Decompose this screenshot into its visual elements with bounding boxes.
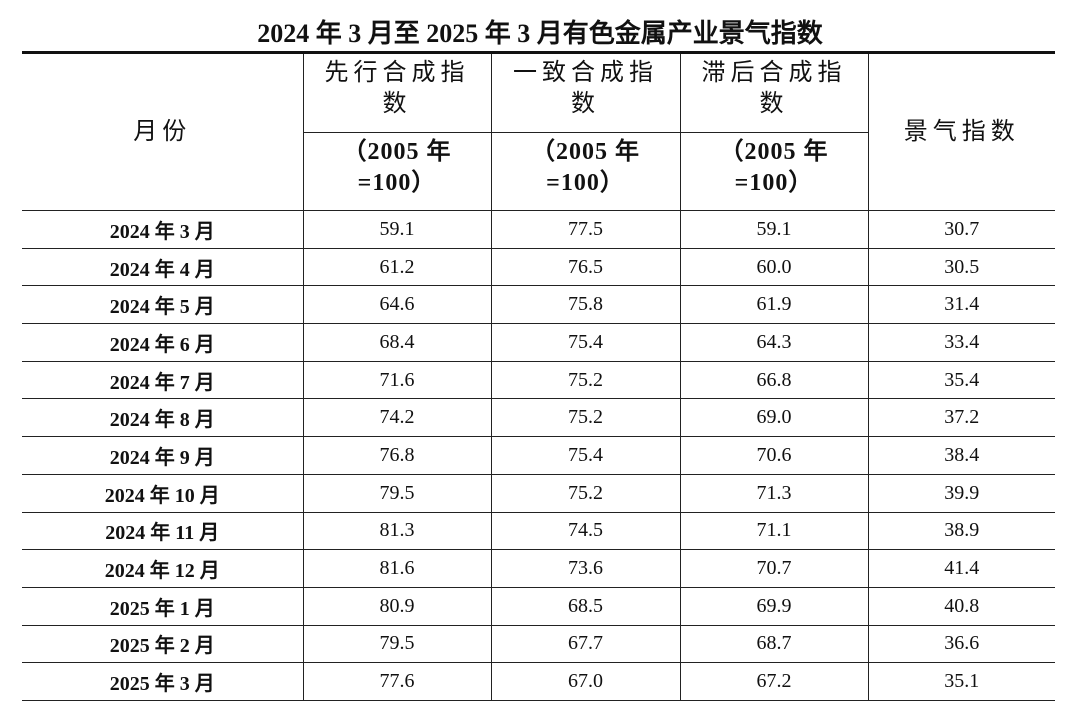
value-cell: 71.6	[302, 360, 492, 400]
table-row: 2025 年 3 月 77.6 67.0 67.2 35.1	[22, 662, 1055, 701]
value-cell: 73.6	[490, 549, 681, 588]
value-cell: 61.9	[679, 285, 869, 325]
value-cell: 81.3	[302, 511, 492, 551]
value-cell: 74.5	[490, 511, 681, 551]
month-cell: 2025 年 2 月	[22, 624, 304, 664]
value-cell: 59.1	[302, 210, 492, 249]
month-cell: 2025 年 3 月	[22, 662, 304, 701]
header-cell: 景气指数	[867, 51, 1055, 211]
value-cell: 75.2	[490, 398, 681, 438]
month-cell: 2024 年 7 月	[22, 360, 304, 400]
value-cell: 81.6	[302, 549, 492, 588]
header-cell: 一致合成指数	[490, 51, 681, 133]
month-cell: 2024 年 4 月	[22, 247, 304, 287]
table-row: 2025 年 2 月 79.5 67.7 68.7 36.6	[22, 624, 1055, 664]
table-row: 2024 年 4 月 61.2 76.5 60.0 30.5	[22, 247, 1055, 287]
value-cell: 74.2	[302, 398, 492, 438]
value-cell: 38.4	[867, 436, 1055, 475]
value-cell: 64.6	[302, 285, 492, 325]
header-cell: （2005 年=100）	[490, 132, 681, 211]
value-cell: 67.2	[679, 662, 869, 701]
value-cell: 35.1	[867, 662, 1055, 701]
month-cell: 2024 年 9 月	[22, 436, 304, 475]
value-cell: 75.4	[490, 323, 681, 362]
value-cell: 68.4	[302, 323, 492, 362]
value-cell: 79.5	[302, 473, 492, 513]
value-cell: 77.6	[302, 662, 492, 701]
header-cell: （2005 年=100）	[303, 132, 492, 211]
value-cell: 76.8	[302, 436, 492, 475]
month-cell: 2024 年 6 月	[22, 323, 304, 362]
value-cell: 69.0	[679, 398, 869, 438]
value-cell: 60.0	[679, 247, 869, 287]
value-cell: 75.4	[490, 436, 681, 475]
value-cell: 79.5	[302, 624, 492, 664]
header-cell: （2005 年=100）	[679, 132, 868, 211]
value-cell: 76.5	[490, 247, 681, 287]
value-cell: 69.9	[679, 586, 869, 626]
month-cell: 2024 年 11 月	[22, 511, 304, 551]
header-cell: 月份	[22, 51, 304, 211]
month-cell: 2024 年 12 月	[22, 549, 304, 588]
value-cell: 41.4	[867, 549, 1055, 588]
table-row: 2024 年 6 月 68.4 75.4 64.3 33.4	[22, 323, 1055, 362]
value-cell: 64.3	[679, 323, 869, 362]
table-header: 月份 先行合成指数 一致合成指数 滞后合成指数 景气指数 （2005 年=100…	[22, 51, 1055, 211]
month-cell: 2024 年 3 月	[22, 210, 304, 249]
value-cell: 67.7	[490, 624, 681, 664]
table-row: 2024 年 10 月 79.5 75.2 71.3 39.9	[22, 473, 1055, 513]
value-cell: 75.8	[490, 285, 681, 325]
value-cell: 66.8	[679, 360, 869, 400]
month-cell: 2025 年 1 月	[22, 586, 304, 626]
value-cell: 75.2	[490, 473, 681, 513]
value-cell: 38.9	[867, 511, 1055, 551]
value-cell: 35.4	[867, 360, 1055, 400]
value-cell: 33.4	[867, 323, 1055, 362]
header-cell: 先行合成指数	[302, 51, 492, 133]
value-cell: 37.2	[867, 398, 1055, 438]
table-row: 2024 年 5 月 64.6 75.8 61.9 31.4	[22, 285, 1055, 325]
value-cell: 77.5	[490, 210, 681, 249]
value-cell: 70.7	[679, 549, 869, 588]
month-cell: 2024 年 8 月	[22, 398, 304, 438]
value-cell: 80.9	[302, 586, 492, 626]
table-row: 2024 年 8 月 74.2 75.2 69.0 37.2	[22, 398, 1055, 438]
value-cell: 71.1	[679, 511, 869, 551]
table-row: 2024 年 12 月 81.6 73.6 70.7 41.4	[22, 549, 1055, 588]
value-cell: 71.3	[679, 473, 869, 513]
table-row: 2025 年 1 月 80.9 68.5 69.9 40.8	[22, 586, 1055, 626]
table-row: 2024 年 7 月 71.6 75.2 66.8 35.4	[22, 360, 1055, 400]
month-cell: 2024 年 5 月	[22, 285, 304, 325]
value-cell: 70.6	[679, 436, 869, 475]
table-title: 2024 年 3 月至 2025 年 3 月有色金属产业景气指数	[257, 19, 823, 48]
value-cell: 31.4	[867, 285, 1055, 325]
value-cell: 68.5	[490, 586, 681, 626]
table-body: 2024 年 3 月 59.1 77.5 59.1 30.7 2024 年 4 月 61.2…	[22, 210, 1055, 701]
table-row: 2024 年 9 月 76.8 75.4 70.6 38.4	[22, 436, 1055, 475]
table-row: 2024 年 3 月 59.1 77.5 59.1 30.7	[22, 210, 1055, 249]
header-cell: 滞后合成指数	[679, 51, 869, 133]
value-cell: 40.8	[867, 586, 1055, 626]
value-cell: 39.9	[867, 473, 1055, 513]
value-cell: 61.2	[302, 247, 492, 287]
table-row: 2024 年 11 月 81.3 74.5 71.1 38.9	[22, 511, 1055, 551]
value-cell: 67.0	[490, 662, 681, 701]
value-cell: 59.1	[679, 210, 869, 249]
value-cell: 30.5	[867, 247, 1055, 287]
value-cell: 75.2	[490, 360, 681, 400]
value-cell: 36.6	[867, 624, 1055, 664]
value-cell: 68.7	[679, 624, 869, 664]
data-table: 月份 先行合成指数 一致合成指数 滞后合成指数 景气指数 （2005 年=100…	[22, 51, 1055, 701]
value-cell: 30.7	[867, 210, 1055, 249]
month-cell: 2024 年 10 月	[22, 473, 304, 513]
